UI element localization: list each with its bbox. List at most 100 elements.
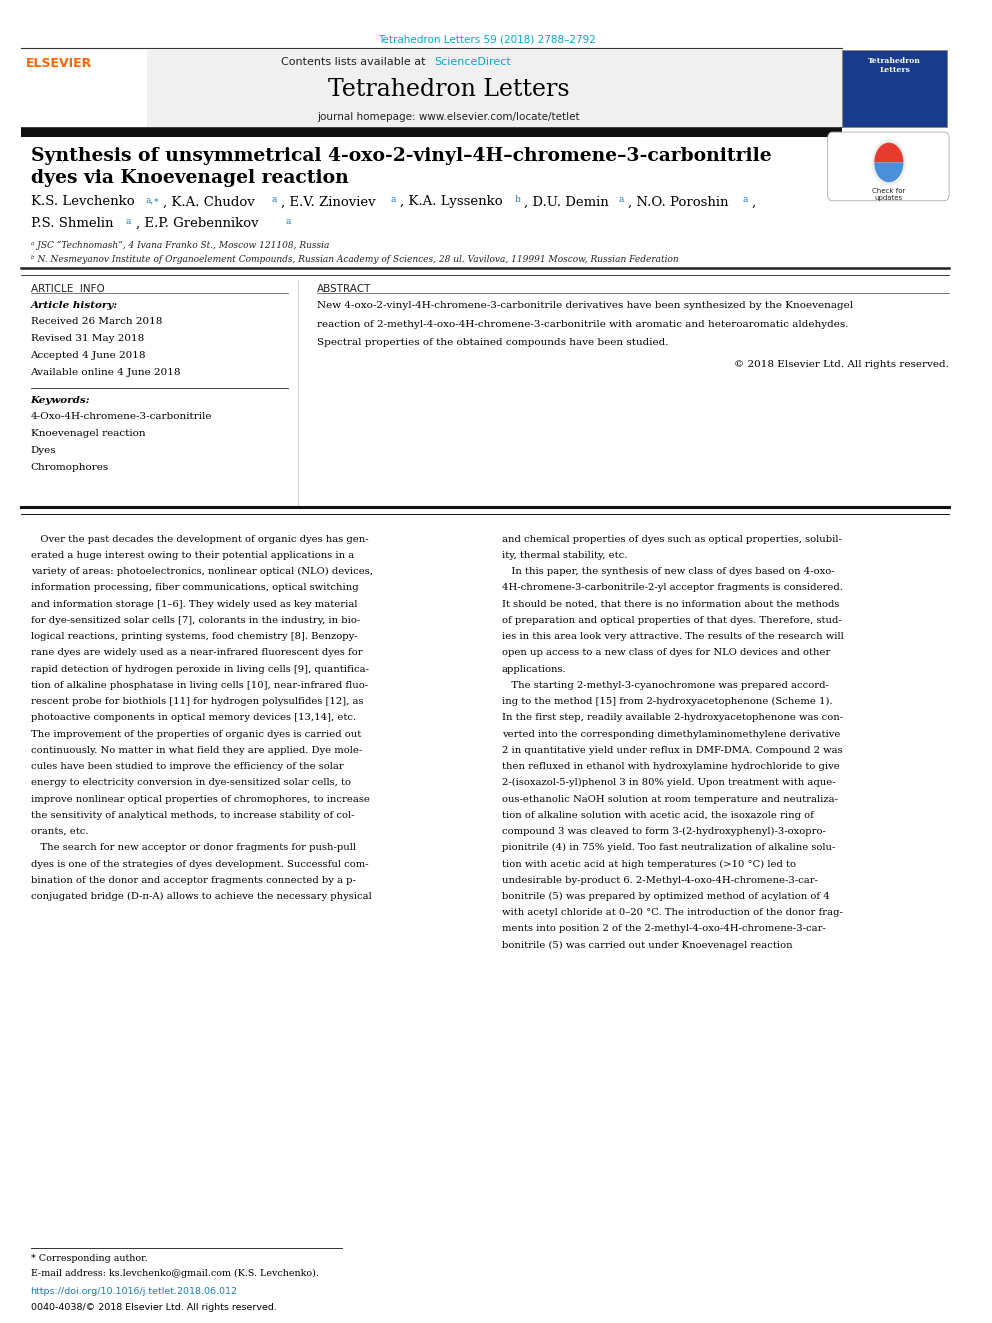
- Text: information processing, fiber communications, optical switching: information processing, fiber communicat…: [31, 583, 358, 593]
- Text: Synthesis of unsymmetrical 4-oxo-2-vinyl–4H–chromene–3-carbonitrile: Synthesis of unsymmetrical 4-oxo-2-vinyl…: [31, 147, 771, 164]
- Text: Keywords:: Keywords:: [31, 396, 90, 405]
- Text: 4-Oxo-4H-chromene-3-carbonitrile: 4-Oxo-4H-chromene-3-carbonitrile: [31, 411, 212, 421]
- Text: and chemical properties of dyes such as optical properties, solubil-: and chemical properties of dyes such as …: [502, 534, 842, 544]
- Text: a,∗: a,∗: [145, 196, 160, 205]
- Text: ,: ,: [752, 196, 756, 209]
- Text: b: b: [515, 196, 521, 205]
- Text: variety of areas: photoelectronics, nonlinear optical (NLO) devices,: variety of areas: photoelectronics, nonl…: [31, 568, 373, 577]
- Circle shape: [872, 140, 906, 185]
- Text: a: a: [286, 217, 291, 226]
- Text: the sensitivity of analytical methods, to increase stability of col-: the sensitivity of analytical methods, t…: [31, 811, 354, 820]
- Text: 4H-chromene-3-carbonitrile-2-yl acceptor fragments is considered.: 4H-chromene-3-carbonitrile-2-yl acceptor…: [502, 583, 843, 593]
- Text: open up access to a new class of dyes for NLO devices and other: open up access to a new class of dyes fo…: [502, 648, 830, 658]
- Text: Tetrahedron Letters 59 (2018) 2788–2792: Tetrahedron Letters 59 (2018) 2788–2792: [379, 34, 596, 45]
- Text: compound 3 was cleaved to form 3-(2-hydroxyphenyl)-3-oxopro-: compound 3 was cleaved to form 3-(2-hydr…: [502, 827, 826, 836]
- Text: , E.V. Zinoviev: , E.V. Zinoviev: [282, 196, 376, 209]
- FancyBboxPatch shape: [827, 132, 949, 201]
- Text: Available online 4 June 2018: Available online 4 June 2018: [31, 368, 182, 377]
- Text: cules have been studied to improve the efficiency of the solar: cules have been studied to improve the e…: [31, 762, 343, 771]
- Text: ies in this area look very attractive. The results of the research will: ies in this area look very attractive. T…: [502, 632, 844, 642]
- Wedge shape: [874, 163, 904, 183]
- Wedge shape: [874, 143, 904, 163]
- Text: with acetyl chloride at 0–20 °C. The introduction of the donor frag-: with acetyl chloride at 0–20 °C. The int…: [502, 909, 843, 917]
- Text: ELSEVIER: ELSEVIER: [26, 57, 92, 70]
- Text: ABSTRACT: ABSTRACT: [317, 284, 372, 294]
- Text: tion with acetic acid at high temperatures (>10 °C) led to: tion with acetic acid at high temperatur…: [502, 860, 796, 869]
- Text: The search for new acceptor or donor fragments for push-pull: The search for new acceptor or donor fra…: [31, 843, 355, 852]
- Text: In this paper, the synthesis of new class of dyes based on 4-oxo-: In this paper, the synthesis of new clas…: [502, 568, 834, 577]
- FancyBboxPatch shape: [21, 50, 842, 127]
- Text: , D.U. Demin: , D.U. Demin: [525, 196, 609, 209]
- Text: orants, etc.: orants, etc.: [31, 827, 88, 836]
- Text: improve nonlinear optical properties of chromophores, to increase: improve nonlinear optical properties of …: [31, 795, 369, 803]
- Text: https://doi.org/10.1016/j.tetlet.2018.06.012: https://doi.org/10.1016/j.tetlet.2018.06…: [31, 1287, 237, 1297]
- Text: rane dyes are widely used as a near-infrared fluorescent dyes for: rane dyes are widely used as a near-infr…: [31, 648, 362, 658]
- Text: tion of alkaline phosphatase in living cells [10], near-infrared fluo-: tion of alkaline phosphatase in living c…: [31, 681, 368, 689]
- Text: Knoevenagel reaction: Knoevenagel reaction: [31, 429, 145, 438]
- Text: ing to the method [15] from 2-hydroxyacetophenone (Scheme 1).: ing to the method [15] from 2-hydroxyace…: [502, 697, 832, 706]
- Bar: [21, 127, 842, 138]
- Text: and information storage [1–6]. They widely used as key material: and information storage [1–6]. They wide…: [31, 599, 357, 609]
- FancyBboxPatch shape: [842, 50, 947, 127]
- Text: applications.: applications.: [502, 664, 566, 673]
- Text: a: a: [619, 196, 624, 205]
- Text: 0040-4038/© 2018 Elsevier Ltd. All rights reserved.: 0040-4038/© 2018 Elsevier Ltd. All right…: [31, 1303, 277, 1312]
- FancyBboxPatch shape: [21, 50, 147, 127]
- Text: rescent probe for biothiols [11] for hydrogen polysulfides [12], as: rescent probe for biothiols [11] for hyd…: [31, 697, 363, 706]
- Text: of preparation and optical properties of that dyes. Therefore, stud-: of preparation and optical properties of…: [502, 617, 842, 624]
- Text: ᵃ JSC “Technomash”, 4 Ivana Franko St., Moscow 121108, Russia: ᵃ JSC “Technomash”, 4 Ivana Franko St., …: [31, 241, 329, 250]
- Text: Article history:: Article history:: [31, 302, 118, 310]
- Text: photoactive components in optical memory devices [13,14], etc.: photoactive components in optical memory…: [31, 713, 356, 722]
- Text: conjugated bridge (D-π-A) allows to achieve the necessary physical: conjugated bridge (D-π-A) allows to achi…: [31, 892, 371, 901]
- Text: Tetrahedron Letters: Tetrahedron Letters: [327, 78, 569, 101]
- Text: Spectral properties of the obtained compounds have been studied.: Spectral properties of the obtained comp…: [317, 339, 669, 347]
- Text: In the first step, readily available 2-hydroxyacetophenone was con-: In the first step, readily available 2-h…: [502, 713, 843, 722]
- Text: P.S. Shmelin: P.S. Shmelin: [31, 217, 113, 230]
- Text: New 4-oxo-2-vinyl-4H-chromene-3-carbonitrile derivatives have been synthesized b: New 4-oxo-2-vinyl-4H-chromene-3-carbonit…: [317, 302, 853, 310]
- Text: a: a: [742, 196, 747, 205]
- Text: K.S. Levchenko: K.S. Levchenko: [31, 196, 134, 209]
- Text: undesirable by-product 6. 2-Methyl-4-oxo-4H-chromene-3-car-: undesirable by-product 6. 2-Methyl-4-oxo…: [502, 876, 818, 885]
- Text: then refluxed in ethanol with hydroxylamine hydrochloride to give: then refluxed in ethanol with hydroxylam…: [502, 762, 840, 771]
- Text: bonitrile (5) was prepared by optimized method of acylation of 4: bonitrile (5) was prepared by optimized …: [502, 892, 829, 901]
- Text: erated a huge interest owing to their potential applications in a: erated a huge interest owing to their po…: [31, 550, 354, 560]
- Text: , E.P. Grebennikov: , E.P. Grebennikov: [136, 217, 258, 230]
- Text: rapid detection of hydrogen peroxide in living cells [9], quantifica-: rapid detection of hydrogen peroxide in …: [31, 664, 369, 673]
- Text: Tetrahedron
Letters: Tetrahedron Letters: [868, 57, 922, 74]
- Text: Contents lists available at: Contents lists available at: [281, 57, 430, 67]
- Text: ScienceDirect: ScienceDirect: [434, 57, 511, 67]
- Text: Over the past decades the development of organic dyes has gen-: Over the past decades the development of…: [31, 534, 368, 544]
- Text: logical reactions, printing systems, food chemistry [8]. Benzopy-: logical reactions, printing systems, foo…: [31, 632, 357, 642]
- Text: ᵇ N. Nesmeyanov Institute of Organoelement Compounds, Russian Academy of Science: ᵇ N. Nesmeyanov Institute of Organoeleme…: [31, 255, 679, 263]
- Text: bonitrile (5) was carried out under Knoevenagel reaction: bonitrile (5) was carried out under Knoe…: [502, 941, 793, 950]
- Text: Check for
updates: Check for updates: [872, 188, 906, 201]
- Text: for dye-sensitized solar cells [7], colorants in the industry, in bio-: for dye-sensitized solar cells [7], colo…: [31, 617, 360, 624]
- Text: a: a: [126, 217, 131, 226]
- Text: journal homepage: www.elsevier.com/locate/tetlet: journal homepage: www.elsevier.com/locat…: [317, 112, 580, 122]
- Text: E-mail address: ks.levchenko@gmail.com (K.S. Levchenko).: E-mail address: ks.levchenko@gmail.com (…: [31, 1269, 318, 1278]
- Text: ments into position 2 of the 2-methyl-4-oxo-4H-chromene-3-car-: ments into position 2 of the 2-methyl-4-…: [502, 925, 826, 934]
- Text: dyes is one of the strategies of dyes development. Successful com-: dyes is one of the strategies of dyes de…: [31, 860, 368, 868]
- Text: verted into the corresponding dimethylaminomethylene derivative: verted into the corresponding dimethylam…: [502, 729, 840, 738]
- Text: Revised 31 May 2018: Revised 31 May 2018: [31, 335, 144, 343]
- Text: ous-ethanolic NaOH solution at room temperature and neutraliza-: ous-ethanolic NaOH solution at room temp…: [502, 795, 838, 803]
- Text: pionitrile (4) in 75% yield. Too fast neutralization of alkaline solu-: pionitrile (4) in 75% yield. Too fast ne…: [502, 843, 835, 852]
- Text: a: a: [272, 196, 277, 205]
- Text: tion of alkaline solution with acetic acid, the isoxazole ring of: tion of alkaline solution with acetic ac…: [502, 811, 813, 820]
- Text: a: a: [390, 196, 396, 205]
- Text: The starting 2-methyl-3-cyanochromone was prepared accord-: The starting 2-methyl-3-cyanochromone wa…: [502, 681, 829, 689]
- Text: dyes via Knoevenagel reaction: dyes via Knoevenagel reaction: [31, 169, 348, 187]
- Text: ARTICLE  INFO: ARTICLE INFO: [31, 284, 104, 294]
- Text: Chromophores: Chromophores: [31, 463, 109, 472]
- Text: Received 26 March 2018: Received 26 March 2018: [31, 318, 162, 325]
- Text: , K.A. Lyssenko: , K.A. Lyssenko: [400, 196, 503, 209]
- Text: It should be noted, that there is no information about the methods: It should be noted, that there is no inf…: [502, 599, 839, 609]
- Text: , N.O. Poroshin: , N.O. Poroshin: [628, 196, 729, 209]
- Text: , K.A. Chudov: , K.A. Chudov: [163, 196, 255, 209]
- Text: bination of the donor and acceptor fragments connected by a p-: bination of the donor and acceptor fragm…: [31, 876, 355, 885]
- Text: The improvement of the properties of organic dyes is carried out: The improvement of the properties of org…: [31, 729, 361, 738]
- Text: Dyes: Dyes: [31, 446, 57, 455]
- Text: 2-(isoxazol-5-yl)phenol 3 in 80% yield. Upon treatment with aque-: 2-(isoxazol-5-yl)phenol 3 in 80% yield. …: [502, 778, 835, 787]
- Text: Accepted 4 June 2018: Accepted 4 June 2018: [31, 351, 146, 360]
- Text: * Corresponding author.: * Corresponding author.: [31, 1254, 147, 1263]
